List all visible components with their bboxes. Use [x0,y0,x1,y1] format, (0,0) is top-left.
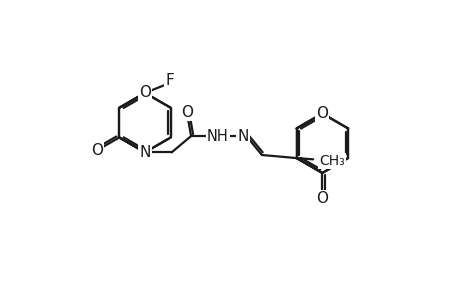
Text: O: O [91,142,103,158]
Text: F: F [165,73,174,88]
Text: N: N [237,129,248,144]
Text: CH₃: CH₃ [319,154,344,168]
Text: NH: NH [207,129,228,144]
Text: O: O [139,85,151,100]
Text: O: O [316,191,328,206]
Text: O: O [316,106,328,121]
Text: O: O [180,105,192,120]
Text: N: N [139,145,151,160]
